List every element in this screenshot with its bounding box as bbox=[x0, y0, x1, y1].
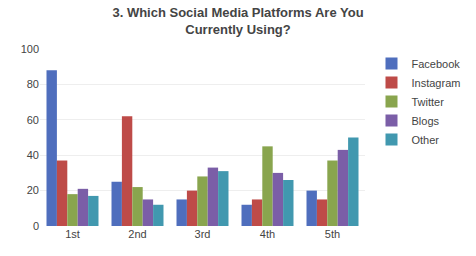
svg-text:100: 100 bbox=[21, 43, 39, 55]
svg-text:3rd: 3rd bbox=[195, 228, 211, 240]
svg-text:Facebook: Facebook bbox=[412, 58, 461, 70]
svg-text:Instagram: Instagram bbox=[412, 77, 461, 89]
svg-text:20: 20 bbox=[27, 184, 39, 196]
svg-text:Other: Other bbox=[412, 134, 440, 146]
svg-text:Blogs: Blogs bbox=[412, 115, 440, 127]
svg-text:3. Which Social Media Platform: 3. Which Social Media Platforms Are YouC… bbox=[112, 5, 363, 37]
svg-text:60: 60 bbox=[27, 114, 39, 126]
svg-text:2nd: 2nd bbox=[128, 228, 146, 240]
svg-text:Twitter: Twitter bbox=[412, 96, 445, 108]
svg-text:80: 80 bbox=[27, 78, 39, 90]
svg-text:5th: 5th bbox=[325, 228, 340, 240]
svg-text:0: 0 bbox=[33, 220, 39, 232]
svg-text:4th: 4th bbox=[260, 228, 275, 240]
svg-text:1st: 1st bbox=[65, 228, 80, 240]
svg-text:40: 40 bbox=[27, 149, 39, 161]
